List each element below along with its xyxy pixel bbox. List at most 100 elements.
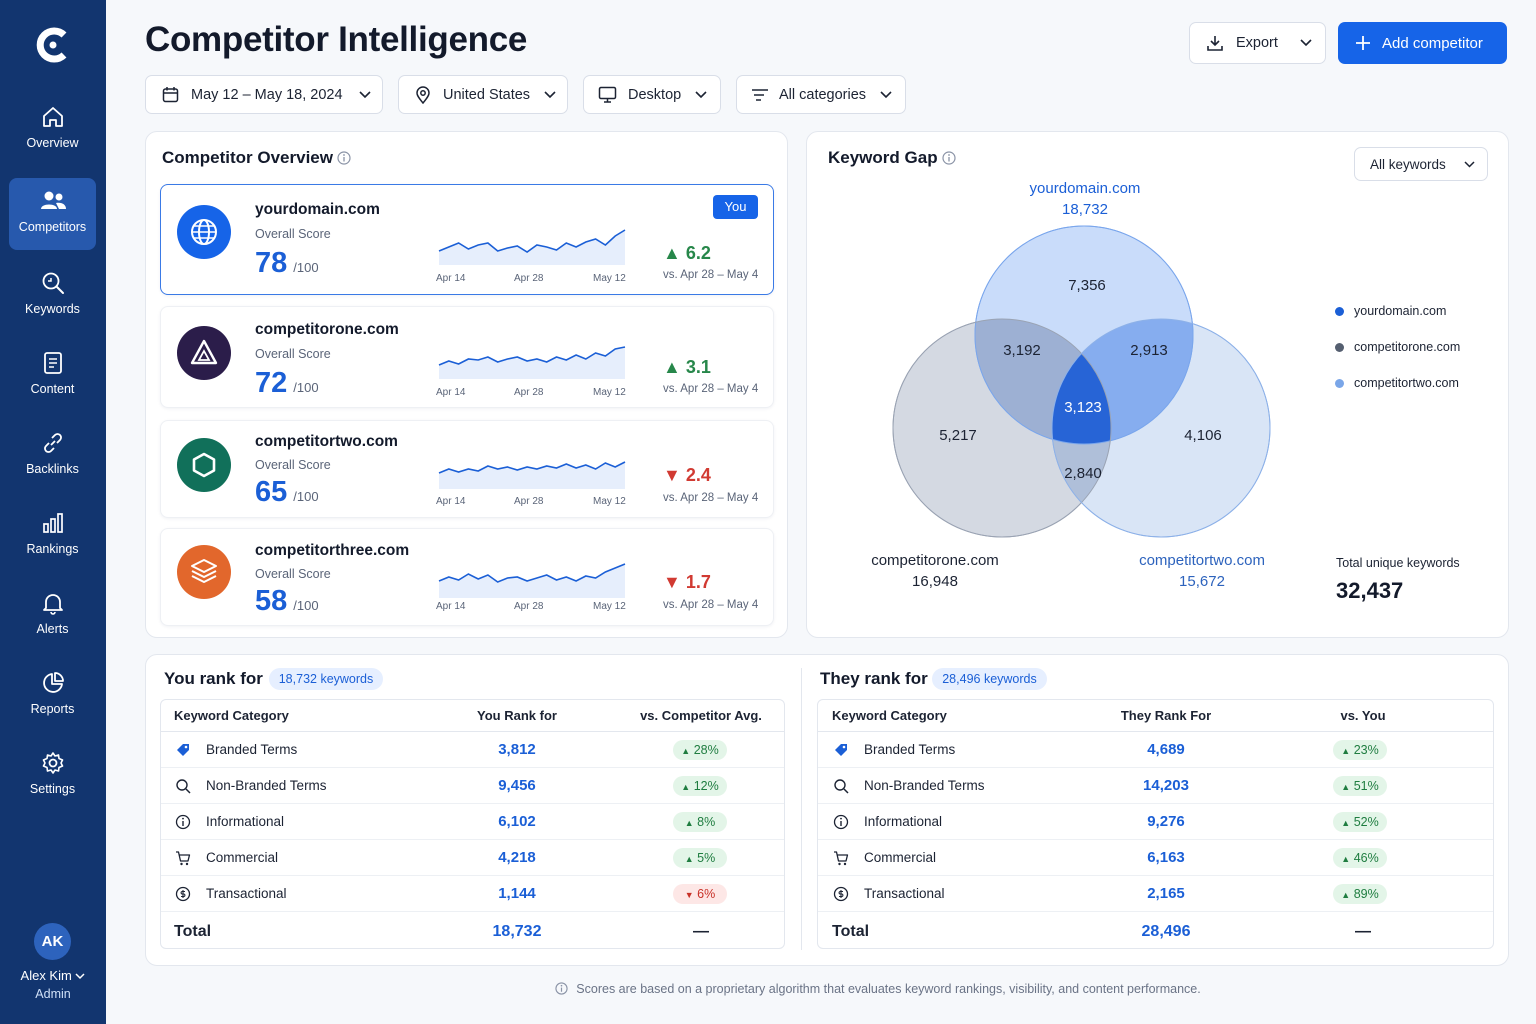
user-menu[interactable]: Alex Kim <box>0 968 106 983</box>
delta-value: 52% <box>1353 815 1379 829</box>
score-label: Overall Score <box>255 227 331 241</box>
triangle-up-icon: ▲ <box>684 854 694 864</box>
spark-label: May 12 <box>593 387 626 398</box>
info-icon <box>833 814 849 830</box>
table-row[interactable]: Branded Terms 4,689 ▲ 23% <box>818 732 1493 768</box>
panel-divider <box>801 668 802 950</box>
triangle-logo-icon <box>190 339 218 365</box>
info-icon[interactable] <box>942 151 956 165</box>
triangle-up-icon: ▲ <box>1341 890 1351 900</box>
date-range-filter[interactable]: May 12 – May 18, 2024 <box>145 75 383 114</box>
chevron-down-icon <box>358 90 371 98</box>
score-delta: ▲ 6.2 <box>663 243 711 264</box>
table-row[interactable]: Commercial 4,218 ▲ 5% <box>161 840 784 876</box>
triangle-up-icon: ▲ <box>663 243 681 263</box>
sidebar-item-alerts[interactable]: Alerts <box>9 590 96 662</box>
sidebar-item-keywords[interactable]: Keywords <box>9 270 96 342</box>
triangle-up-icon: ▲ <box>1341 782 1351 792</box>
row-value: 6,163 <box>1147 849 1185 866</box>
users-icon <box>40 191 66 209</box>
spark-label: May 12 <box>593 496 626 507</box>
delta-pill: ▲ 28% <box>673 740 727 760</box>
add-competitor-button[interactable]: Add competitor <box>1338 22 1507 64</box>
competitor-card[interactable]: competitortwo.com Overall Score 65/100 A… <box>160 420 774 518</box>
column-header: Keyword Category <box>832 708 947 723</box>
total-label: Total <box>174 923 212 940</box>
sparkline-line <box>438 229 626 253</box>
triangle-up-icon: ▲ <box>684 818 694 828</box>
spark-label: May 12 <box>593 601 626 612</box>
export-button[interactable]: Export <box>1189 22 1326 64</box>
delta-value: 5% <box>697 851 716 865</box>
score-max: /100 <box>293 380 319 395</box>
competitor-card[interactable]: competitorthree.com Overall Score 58/100… <box>160 528 774 626</box>
sidebar-item-label: Overview <box>26 136 79 150</box>
device-filter[interactable]: Desktop <box>583 75 721 114</box>
table-row[interactable]: Transactional 1,144 ▼ 6% <box>161 876 784 912</box>
sidebar-item-settings[interactable]: Settings <box>9 750 96 822</box>
delta-pill: ▲ 5% <box>673 848 727 868</box>
table-row[interactable]: Non-Branded Terms 9,456 ▲ 12% <box>161 768 784 804</box>
score-value: 58 <box>255 585 288 617</box>
column-header: Keyword Category <box>174 708 289 723</box>
delta-period: vs. Apr 28 – May 4 <box>663 492 759 504</box>
download-icon <box>1207 36 1223 51</box>
plus-icon <box>1356 36 1370 50</box>
delta-value: 6% <box>697 887 716 901</box>
sparkline-line <box>438 346 626 366</box>
table-row[interactable]: Branded Terms 3,812 ▲ 28% <box>161 732 784 768</box>
sidebar-item-rankings[interactable]: Rankings <box>9 510 96 582</box>
row-category: Non-Branded Terms <box>206 778 327 793</box>
info-icon[interactable] <box>337 151 351 165</box>
legend-item: competitorone.com <box>1335 340 1460 354</box>
spark-label: Apr 14 <box>436 601 466 612</box>
sidebar-item-label: Competitors <box>18 220 87 234</box>
spark-label: Apr 14 <box>436 496 466 507</box>
sparkline <box>438 229 626 265</box>
delta-pill: ▲ 89% <box>1333 884 1387 904</box>
category-filter[interactable]: All categories <box>736 75 906 114</box>
they-rank-table: Keyword Category They Rank For vs. You B… <box>817 699 1494 949</box>
score-label: Overall Score <box>255 347 331 361</box>
table-row[interactable]: Transactional 2,165 ▲ 89% <box>818 876 1493 912</box>
venn-region-one-only: 5,217 <box>939 427 977 444</box>
keyword-gap-title: Keyword Gap <box>828 148 938 167</box>
chevron-down-icon <box>695 90 707 98</box>
sidebar-item-label: Settings <box>29 782 76 796</box>
table-row[interactable]: Non-Branded Terms 14,203 ▲ 51% <box>818 768 1493 804</box>
delta-value: 1.7 <box>685 572 711 592</box>
legend-dot <box>1335 307 1344 317</box>
sidebar-item-label: Alerts <box>36 622 69 636</box>
overall-score: 78/100 <box>255 247 319 280</box>
table-row[interactable]: Commercial 6,163 ▲ 46% <box>818 840 1493 876</box>
row-value: 4,689 <box>1147 741 1185 758</box>
app-logo[interactable] <box>34 26 72 64</box>
score-delta: ▼ 1.7 <box>663 572 711 593</box>
competitor-card[interactable]: yourdomain.com Overall Score 78/100 Apr … <box>160 184 774 295</box>
venn-set-label-competitortwo: competitortwo.com 15,672 <box>1102 552 1302 590</box>
info-icon <box>175 814 191 830</box>
sidebar-item-backlinks[interactable]: Backlinks <box>9 430 96 502</box>
set-total: 16,948 <box>912 573 958 590</box>
keyword-filter-dropdown[interactable]: All keywords <box>1354 147 1488 181</box>
table-row[interactable]: Informational 6,102 ▲ 8% <box>161 804 784 840</box>
country-filter[interactable]: United States <box>398 75 568 114</box>
overall-score: 72/100 <box>255 367 319 400</box>
competitor-card[interactable]: competitorone.com Overall Score 72/100 A… <box>160 306 774 408</box>
sidebar-item-competitors[interactable]: Competitors <box>9 178 96 250</box>
venn-region-you-one: 3,192 <box>1003 342 1041 359</box>
table-row[interactable]: Informational 9,276 ▲ 52% <box>818 804 1493 840</box>
set-name: competitorone.com <box>871 552 999 569</box>
keyword-count-badge: 28,496 keywords <box>932 668 1047 690</box>
delta-value: 6.2 <box>685 243 711 263</box>
sidebar: Overview Competitors Keywords Content Ba… <box>0 0 106 1024</box>
sidebar-item-content[interactable]: Content <box>9 350 96 422</box>
sidebar-item-overview[interactable]: Overview <box>9 104 96 176</box>
avatar[interactable]: AK <box>34 923 71 960</box>
sidebar-item-reports[interactable]: Reports <box>9 670 96 742</box>
category-value: All categories <box>779 86 867 103</box>
delta-value: 8% <box>697 815 716 829</box>
delta-pill: ▲ 51% <box>1333 776 1387 796</box>
chevron-down-icon <box>1300 39 1312 47</box>
triangle-up-icon: ▲ <box>1341 818 1351 828</box>
